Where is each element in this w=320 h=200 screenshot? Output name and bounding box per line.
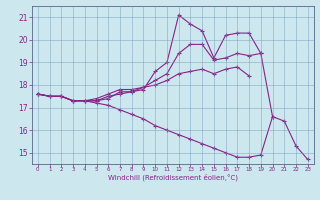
X-axis label: Windchill (Refroidissement éolien,°C): Windchill (Refroidissement éolien,°C) <box>108 174 238 181</box>
